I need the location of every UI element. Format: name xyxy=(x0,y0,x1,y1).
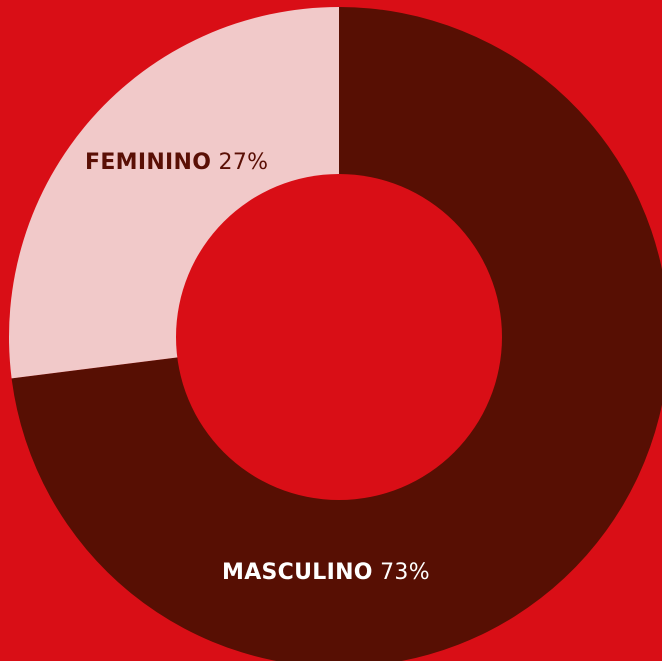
slice-name: FEMININO xyxy=(85,150,212,175)
slice-masculino xyxy=(11,7,662,661)
slice-label-feminino: FEMININO 27% xyxy=(85,150,268,175)
slice-label-masculino: MASCULINO 73% xyxy=(222,560,430,585)
slice-name: MASCULINO xyxy=(222,560,373,585)
slice-percent: 73% xyxy=(380,560,430,585)
donut-hole xyxy=(176,174,502,500)
slice-percent: 27% xyxy=(218,150,269,175)
